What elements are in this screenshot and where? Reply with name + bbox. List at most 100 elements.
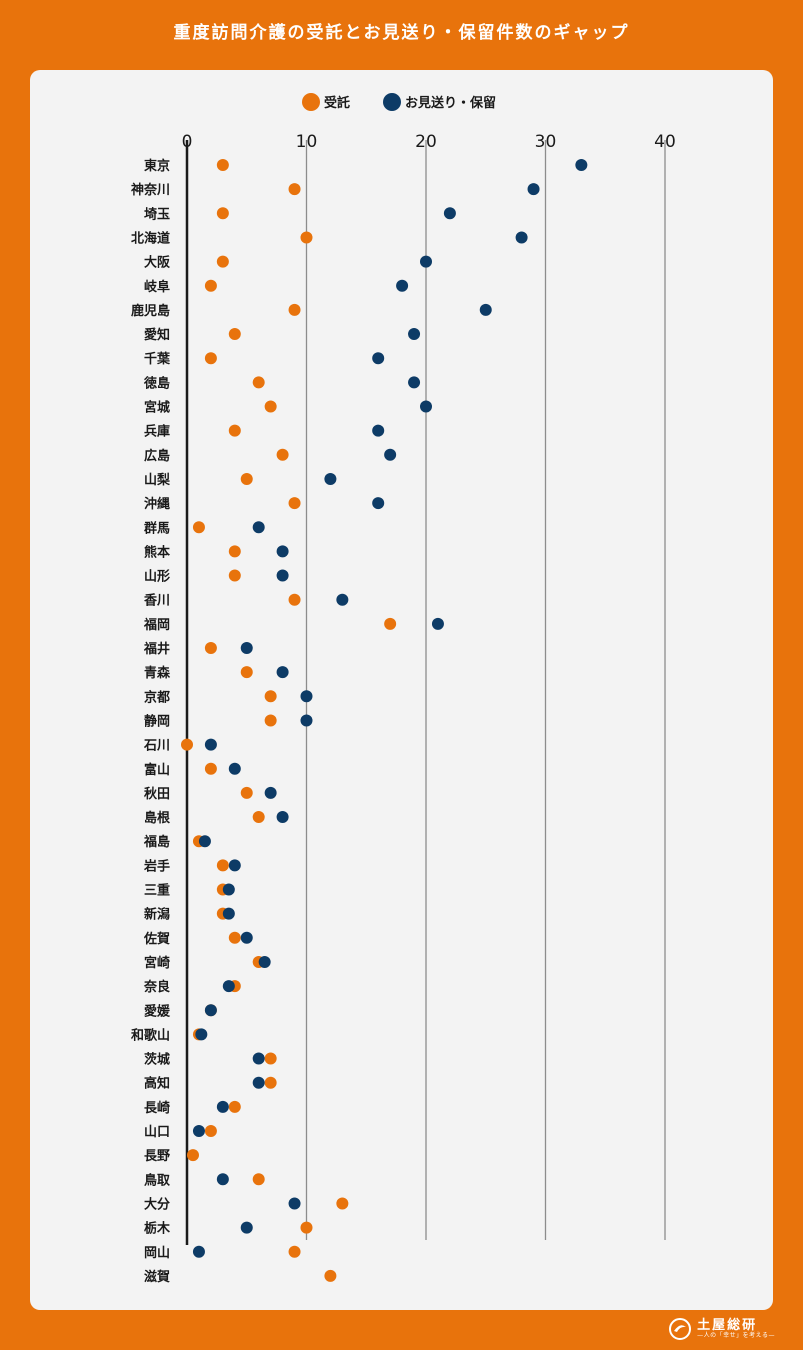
category-label: 秋田: [144, 786, 170, 802]
point-declined: [192, 1245, 205, 1258]
category-label: 富山: [144, 762, 170, 778]
category-label: 茨城: [144, 1052, 170, 1068]
brand-tagline: —人の「幸せ」を考える—: [697, 1331, 775, 1339]
point-accepted: [288, 593, 301, 606]
point-declined: [192, 1125, 205, 1137]
point-accepted: [288, 303, 301, 316]
category-label: 栃木: [144, 1221, 171, 1237]
point-accepted: [336, 1197, 349, 1210]
category-label: 香川: [143, 593, 170, 609]
point-accepted: [228, 569, 241, 582]
category-label: 熊本: [144, 544, 170, 560]
point-accepted: [240, 666, 253, 679]
point-declined: [420, 400, 432, 413]
category-label: 宮城: [144, 400, 170, 416]
point-accepted: [300, 231, 313, 244]
point-accepted: [228, 1100, 241, 1113]
point-declined: [195, 1028, 208, 1041]
point-accepted: [228, 328, 241, 341]
point-accepted: [192, 521, 205, 534]
point-declined: [443, 207, 456, 220]
point-declined: [431, 617, 444, 630]
point-accepted: [228, 424, 241, 437]
point-accepted: [264, 1052, 277, 1065]
point-accepted: [252, 1173, 265, 1186]
point-declined: [479, 303, 492, 316]
point-declined: [300, 690, 313, 703]
point-accepted: [288, 1245, 301, 1258]
point-declined: [276, 569, 289, 582]
category-label: 愛媛: [144, 1003, 171, 1019]
category-label: 岐阜: [144, 279, 170, 295]
point-declined: [252, 1052, 265, 1065]
point-accepted: [216, 159, 229, 171]
category-label: 群馬: [144, 520, 170, 536]
point-accepted: [288, 497, 301, 510]
category-label: 福岡: [143, 617, 170, 633]
point-declined: [408, 376, 421, 389]
point-declined: [336, 593, 349, 606]
point-accepted: [240, 786, 253, 799]
point-accepted: [300, 1221, 313, 1234]
point-declined: [264, 786, 277, 799]
point-accepted: [264, 714, 277, 727]
category-label: 広島: [144, 448, 170, 464]
x-tick-label: 20: [415, 132, 437, 152]
point-accepted: [216, 255, 229, 268]
point-accepted: [186, 1149, 199, 1162]
category-label: 福島: [143, 834, 170, 850]
point-accepted: [204, 352, 217, 365]
point-declined: [252, 521, 265, 534]
point-accepted: [288, 183, 301, 196]
category-label: 鳥取: [144, 1172, 171, 1188]
point-declined: [372, 352, 385, 365]
chart-panel: 受託 お見送り・保留 0 10 20 30 40 東京 神奈川 埼玉 北海道 大阪 岐阜 鹿児島 愛知 千葉徳…: [30, 70, 773, 1310]
category-label: 高知: [144, 1076, 170, 1092]
category-label: 山梨: [144, 472, 171, 488]
point-accepted: [228, 545, 241, 558]
point-declined: [198, 835, 211, 848]
point-accepted: [240, 472, 253, 485]
category-label: 兵庫: [144, 424, 170, 440]
category-label: 石川: [143, 739, 170, 754]
point-accepted: [228, 931, 241, 944]
point-declined: [575, 159, 588, 171]
x-tick-label: 30: [535, 132, 557, 152]
category-label: 大阪: [144, 255, 171, 271]
point-declined: [216, 1100, 229, 1113]
point-declined: [216, 1173, 229, 1186]
brand-name: 土屋総研: [697, 1317, 758, 1333]
legend-marker-0: [302, 93, 320, 111]
x-tick-label: 10: [296, 132, 318, 152]
point-declined: [258, 955, 271, 968]
point-declined: [384, 448, 397, 461]
point-accepted: [252, 376, 265, 389]
category-label: 京都: [144, 689, 170, 705]
point-declined: [372, 424, 385, 437]
legend-label-0: 受託: [324, 95, 350, 111]
point-accepted: [324, 1269, 337, 1282]
category-label: 山口: [144, 1124, 170, 1140]
point-declined: [240, 931, 253, 944]
point-declined: [276, 666, 289, 679]
point-declined: [324, 472, 337, 485]
point-declined: [240, 642, 253, 654]
category-label: 静岡: [144, 713, 170, 729]
point-declined: [204, 738, 217, 751]
point-accepted: [181, 738, 193, 751]
category-label: 埼玉: [144, 206, 170, 222]
point-accepted: [264, 1076, 277, 1089]
point-accepted: [216, 207, 229, 220]
category-label: 宮崎: [144, 955, 170, 971]
scatter-chart: 受託 お見送り・保留 0 10 20 30 40 東京神奈川埼玉北海道大阪岐阜鹿児島愛知千葉徳…: [131, 93, 676, 1285]
point-declined: [372, 497, 385, 510]
category-label: 千葉: [144, 351, 171, 367]
category-label: 北海道: [131, 230, 170, 246]
brand-swirl-icon: [669, 1318, 692, 1340]
point-accepted: [264, 400, 277, 413]
point-declined: [515, 231, 528, 244]
point-declined: [408, 328, 421, 341]
point-declined: [222, 883, 235, 896]
category-label: 徳島: [143, 375, 170, 391]
category-label: 滋賀: [144, 1269, 170, 1285]
